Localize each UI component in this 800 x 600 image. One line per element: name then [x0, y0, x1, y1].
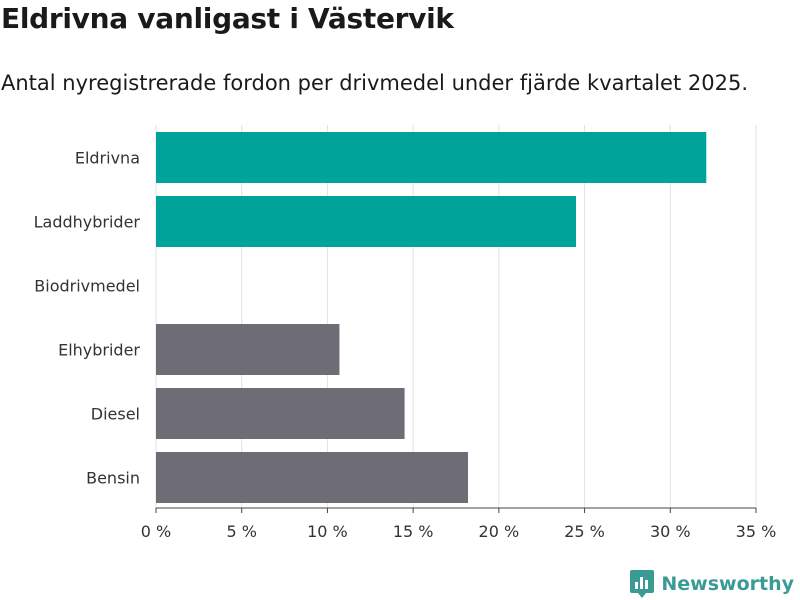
bar-bensin — [156, 452, 468, 503]
category-label: Biodrivmedel — [34, 277, 140, 296]
chart-subtitle: Antal nyregistrerade fordon per drivmede… — [1, 71, 749, 95]
x-tick-label: 25 % — [564, 522, 605, 541]
gridlines — [155, 125, 757, 509]
x-tick-label: 20 % — [479, 522, 520, 541]
x-tick-label: 0 % — [141, 522, 171, 541]
x-axis-ticks: 0 % 5 % 10 % 15 % 20 % 25 % 30 % 35 % — [141, 508, 777, 541]
bar-chart-badge-icon — [630, 570, 655, 598]
newsworthy-logo: Newsworthy — [629, 569, 794, 599]
category-label: Diesel — [91, 405, 140, 424]
category-label: Elhybrider — [58, 341, 140, 360]
x-tick-label: 15 % — [393, 522, 434, 541]
brand-name: Newsworthy — [661, 573, 794, 595]
bar-laddhybrider — [156, 196, 576, 247]
x-tick-label: 10 % — [307, 522, 348, 541]
x-tick-label: 30 % — [650, 522, 691, 541]
bars — [156, 132, 707, 503]
bar-diesel — [156, 388, 405, 439]
category-label: Laddhybrider — [34, 213, 141, 232]
bar-elhybrider — [156, 324, 340, 375]
category-labels: Eldrivna Laddhybrider Biodrivmedel Elhybrid… — [34, 149, 141, 488]
chart-title: Eldrivna vanligast i Västervik — [1, 2, 454, 35]
category-label: Bensin — [86, 469, 140, 488]
category-label: Eldrivna — [75, 149, 140, 168]
x-tick-label: 5 % — [226, 522, 256, 541]
bar-eldrivna — [156, 132, 707, 183]
x-tick-label: 35 % — [736, 522, 777, 541]
